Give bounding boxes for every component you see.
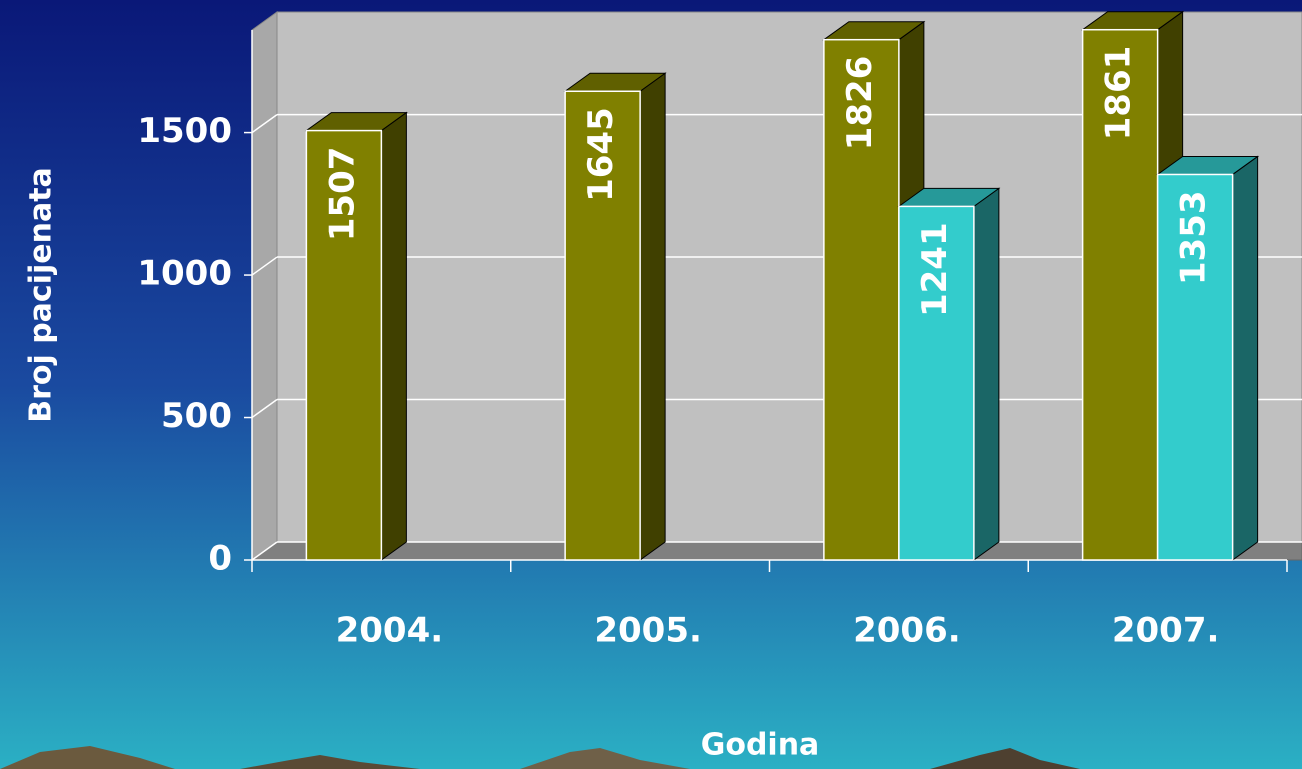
value-label: 1507 xyxy=(322,147,362,242)
chart: 0 500 1000 1500 2004. 1507 2005. 1645 2006. 1826 1… xyxy=(0,0,1302,769)
value-label: 1353 xyxy=(1174,190,1214,285)
y-axis-label: Broj pacijenata xyxy=(24,167,59,423)
bar: 1507 xyxy=(306,113,406,560)
side-wall xyxy=(252,12,277,560)
value-label: 1861 xyxy=(1099,46,1139,141)
value-label: 1826 xyxy=(840,56,880,151)
bar: 1353 xyxy=(1158,156,1258,560)
bar-side xyxy=(974,188,999,560)
bar-side xyxy=(640,73,665,560)
x-tick-label: 2007. xyxy=(1112,611,1220,651)
page: 0 500 1000 1500 2004. 1507 2005. 1645 2006. 1826 1… xyxy=(0,0,1302,769)
bar: 1645 xyxy=(565,73,665,560)
x-axis-label: Godina xyxy=(701,728,820,763)
bar: 1241 xyxy=(899,188,999,560)
value-label: 1241 xyxy=(915,222,955,317)
y-tick-label: 1000 xyxy=(137,254,232,294)
x-tick-label: 2006. xyxy=(853,611,961,651)
x-tick-label: 2005. xyxy=(594,611,702,651)
plot-area: 0 500 1000 1500 2004. 1507 2005. 1645 2006. 1826 1… xyxy=(137,12,1302,651)
value-label: 1645 xyxy=(581,107,621,202)
bar-side xyxy=(1233,156,1258,560)
y-tick-label: 1500 xyxy=(137,111,232,151)
y-tick-label: 0 xyxy=(208,539,232,579)
bar-side xyxy=(381,113,406,560)
x-tick-label: 2004. xyxy=(336,611,444,651)
y-tick-label: 500 xyxy=(161,396,232,436)
